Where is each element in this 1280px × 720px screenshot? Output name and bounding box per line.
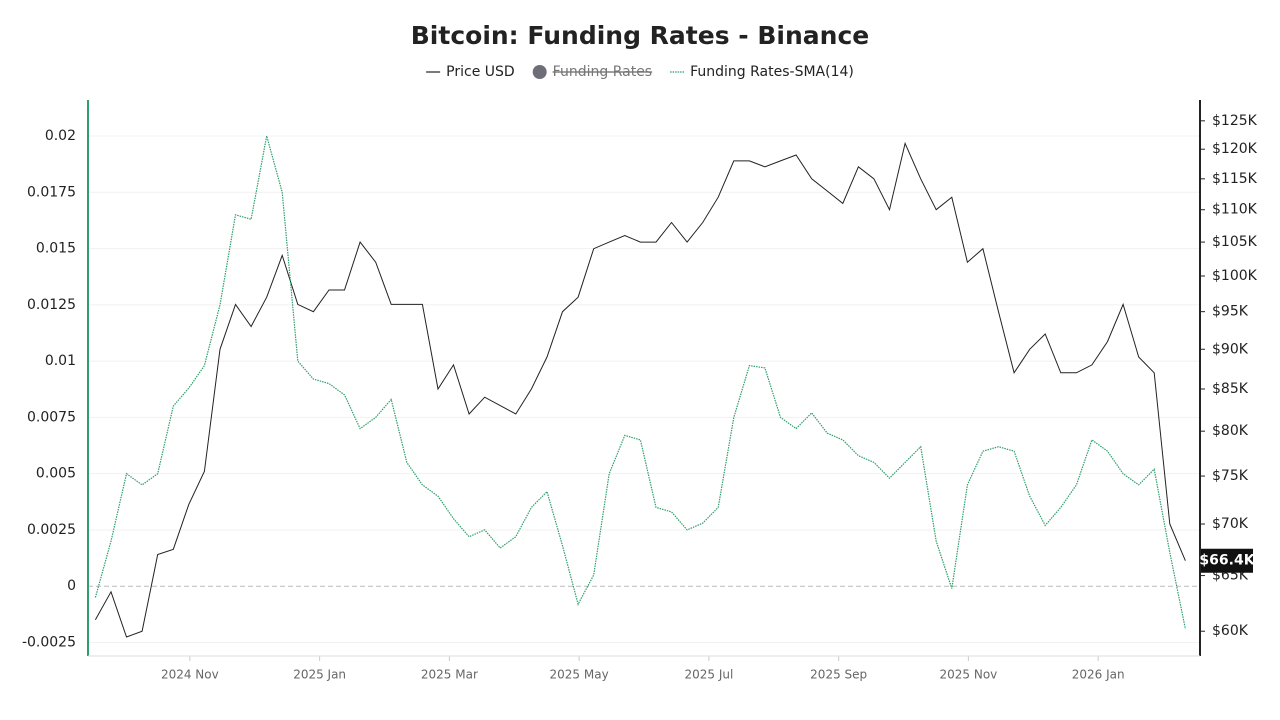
series-line xyxy=(94,141,1186,638)
series-line xyxy=(94,135,1186,630)
y-tick-label: 0.005 xyxy=(36,466,76,482)
y2-tick-label: $85K xyxy=(1212,381,1249,397)
x-tick-label: 2025 Sep xyxy=(810,668,867,682)
legend-label: Funding Rates-SMA(14) xyxy=(690,64,854,80)
y2-tick-label: $115K xyxy=(1212,171,1258,187)
y-tick-label: 0 xyxy=(67,578,76,594)
y2-tick-label: $120K xyxy=(1212,141,1258,157)
y2-tick-label: $125K xyxy=(1212,113,1258,129)
legend: Price USD Funding Rates Funding Rates-SMA(… xyxy=(426,64,854,80)
legend-item[interactable]: Price USD xyxy=(426,64,515,80)
y2-tick-label: $70K xyxy=(1212,516,1249,532)
x-tick-label: 2025 May xyxy=(550,668,609,682)
y2-tick-label: $90K xyxy=(1212,341,1249,357)
chart-title: Bitcoin: Funding Rates - Binance xyxy=(411,21,869,50)
current-price-badge xyxy=(1201,548,1253,573)
x-tick-label: 2024 Nov xyxy=(161,668,219,682)
y-tick-label: -0.0025 xyxy=(22,634,76,650)
legend-label: Price USD xyxy=(446,64,515,80)
y2-tick-label: $95K xyxy=(1212,304,1249,320)
x-tick-label: 2026 Jan xyxy=(1072,668,1125,682)
y-tick-label: 0.015 xyxy=(36,241,76,257)
y2-tick-label: $105K xyxy=(1212,234,1258,250)
legend-swatch xyxy=(532,65,547,79)
y-tick-label: 0.0075 xyxy=(27,409,76,425)
y-tick-label: 0.0025 xyxy=(27,522,76,538)
y2-tick-label: $80K xyxy=(1212,423,1249,439)
y2-tick-label: $60K xyxy=(1212,623,1249,639)
current-price-label: $66.4K xyxy=(1199,553,1255,569)
y-tick-label: 0.0175 xyxy=(27,184,76,200)
x-tick-label: 2025 Jul xyxy=(684,668,733,682)
legend-item[interactable]: Funding Rates-SMA(14) xyxy=(670,64,854,80)
y2-tick-label: $75K xyxy=(1212,468,1249,484)
y-tick-label: 0.0125 xyxy=(27,297,76,313)
x-tick-label: 2025 Mar xyxy=(421,668,478,682)
legend-item[interactable]: Funding Rates xyxy=(532,64,653,80)
y-tick-label: 0.01 xyxy=(45,353,76,369)
x-tick-label: 2025 Jan xyxy=(293,668,346,682)
y-tick-label: 0.02 xyxy=(45,128,76,144)
y2-tick-label: $100K xyxy=(1212,268,1258,284)
y2-tick-label: $110K xyxy=(1212,202,1258,218)
x-tick-label: 2025 Nov xyxy=(939,668,997,682)
